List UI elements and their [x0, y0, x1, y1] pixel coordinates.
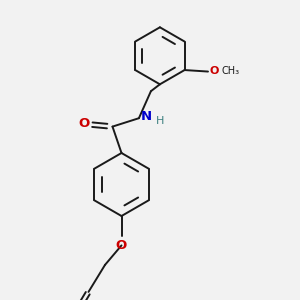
Text: O: O: [78, 117, 90, 130]
Text: CH₃: CH₃: [221, 66, 240, 76]
Text: O: O: [116, 239, 127, 252]
Text: N: N: [141, 110, 152, 123]
Text: O: O: [209, 66, 219, 76]
Text: H: H: [155, 116, 164, 126]
